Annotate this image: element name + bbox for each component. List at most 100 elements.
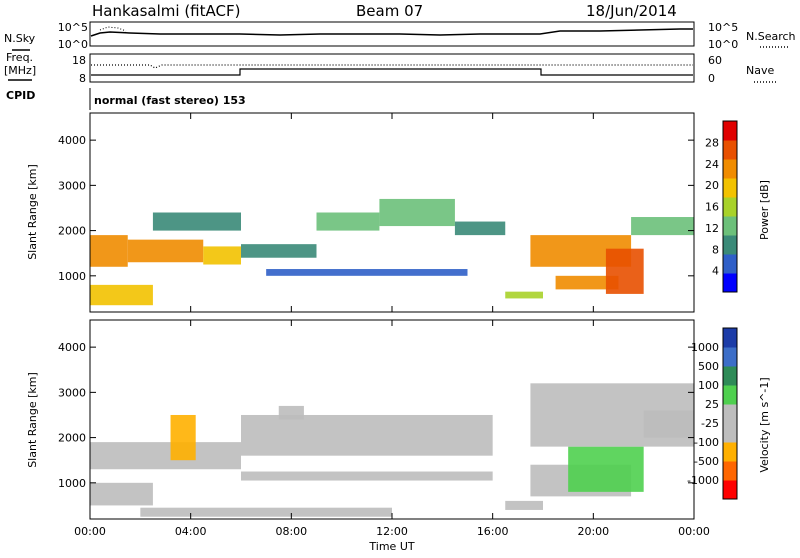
nave-trace (91, 64, 693, 69)
nsearch-label: N.Search (746, 30, 796, 43)
colorbar-tick-label: 8 (712, 243, 719, 256)
power-colorbar (722, 120, 738, 293)
velocity-colorbar-label: Velocity [m s^-1] (758, 377, 771, 472)
x-tick-label: 20:00 (577, 525, 609, 538)
colorbar-segment (723, 121, 737, 141)
colorbar-tick-label: 100 (698, 379, 719, 392)
x-tick-label: 00:00 (678, 525, 710, 538)
power-x-ticks (89, 113, 695, 312)
colorbar-segment (723, 423, 737, 443)
colorbar-segment (723, 328, 737, 348)
power-band (605, 248, 644, 294)
y-tick-label: 1000 (58, 477, 86, 490)
freq-trace (91, 68, 693, 76)
velocity-band (90, 482, 153, 506)
colorbar-segment (723, 178, 737, 198)
power-colorbar-ticks: 28 24 20 16 12 8 4 (705, 136, 719, 277)
colorbar-tick-label: -25 (701, 417, 719, 430)
date-title: 18/Jun/2014 (586, 2, 677, 20)
power-band (266, 269, 468, 276)
velocity-x-ticks: 00:00 04:00 08:00 12:00 16:00 20:00 00:00 (74, 320, 710, 538)
velocity-band (568, 446, 644, 492)
velocity-band (505, 500, 543, 510)
power-band (555, 275, 619, 290)
station-title: Hankasalmi (fitACF) (92, 2, 240, 20)
y-tick-label: 4000 (58, 134, 86, 147)
colorbar-segment (723, 366, 737, 386)
freq-label-line2: [MHz] (4, 64, 36, 77)
colorbar-tick-label: 500 (698, 360, 719, 373)
x-tick-label: 00:00 (74, 525, 106, 538)
colorbar-segment (723, 197, 737, 217)
colorbar-tick-label: 24 (705, 158, 719, 171)
y-tick-label: 4000 (58, 341, 86, 354)
power-data (90, 198, 694, 306)
colorbar-tick-label: 20 (705, 179, 719, 192)
colorbar-segment (723, 216, 737, 236)
freq-tick-top: 18 (72, 54, 86, 67)
colorbar-segment (723, 404, 737, 424)
power-band (90, 235, 128, 267)
colorbar-tick-label: 28 (705, 136, 719, 149)
nave-label: Nave (746, 64, 774, 77)
power-panel: 4000 3000 2000 1000 Slant Range [km] 28 24 20… (26, 112, 771, 313)
power-band (152, 212, 241, 231)
nave-tick-bottom: 0 (708, 72, 715, 85)
cpid-label: CPID (6, 89, 35, 102)
power-band (505, 291, 543, 299)
nsky-panel-frame (89, 21, 695, 47)
velocity-band (241, 414, 493, 456)
colorbar-segment (723, 254, 737, 274)
velocity-ylabel: Slant Range [km] (26, 372, 39, 468)
colorbar-tick-label: -100 (694, 436, 719, 449)
velocity-data (90, 383, 694, 517)
nsearch-tick-bottom: 10^0 (708, 38, 738, 51)
x-tick-label: 16:00 (477, 525, 509, 538)
colorbar-segment (723, 480, 737, 500)
colorbar-segment (723, 159, 737, 179)
velocity-y-ticks: 4000 3000 2000 1000 (58, 341, 694, 490)
colorbar-tick-label: 4 (712, 265, 719, 278)
velocity-xlabel: Time UT (368, 540, 414, 553)
nsky-label: N.Sky (4, 32, 36, 45)
x-tick-label: 04:00 (175, 525, 207, 538)
freq-panel-frame (89, 53, 695, 83)
y-tick-label: 3000 (58, 386, 86, 399)
power-band (316, 212, 380, 231)
cpid-text: normal (fast stereo) 153 (94, 94, 246, 107)
velocity-band (643, 410, 694, 438)
colorbar-segment (723, 140, 737, 160)
velocity-panel: 4000 3000 2000 1000 00:00 04:00 08:00 12:00 16:… (26, 319, 771, 553)
freq-tick-bottom: 8 (79, 72, 86, 85)
power-ylabel: Slant Range [km] (26, 164, 39, 260)
colorbar-tick-label: 12 (705, 222, 719, 235)
colorbar-frame (722, 327, 738, 500)
y-tick-label: 1000 (58, 270, 86, 283)
power-band (631, 217, 694, 236)
colorbar-segment (723, 347, 737, 367)
nsearch-tick-top: 10^5 (708, 21, 738, 34)
x-tick-label: 12:00 (376, 525, 408, 538)
x-tick-label: 08:00 (275, 525, 307, 538)
nsearch-trace (99, 26, 127, 32)
colorbar-tick-label: 1000 (691, 341, 719, 354)
power-band (203, 246, 241, 265)
y-tick-label: 2000 (58, 225, 86, 238)
freq-label-line1: Freq. (6, 51, 33, 64)
velocity-band (241, 471, 493, 481)
nave-tick-top: 60 (708, 54, 722, 67)
colorbar-segment (723, 235, 737, 255)
power-y-ticks: 4000 3000 2000 1000 (58, 134, 694, 283)
colorbar-frame (722, 120, 738, 293)
colorbar-segment (723, 385, 737, 405)
power-band (127, 239, 204, 263)
velocity-band (90, 442, 241, 470)
nsky-tick-top: 10^5 (58, 21, 88, 34)
power-band (379, 198, 455, 227)
y-tick-label: 2000 (58, 432, 86, 445)
nsky-trace (90, 28, 693, 37)
velocity-colorbar-ticks: 1000 500 100 25 -25 -100 -500 -1000 (687, 341, 719, 487)
colorbar-tick-label: 16 (705, 201, 719, 214)
y-tick-label: 3000 (58, 179, 86, 192)
